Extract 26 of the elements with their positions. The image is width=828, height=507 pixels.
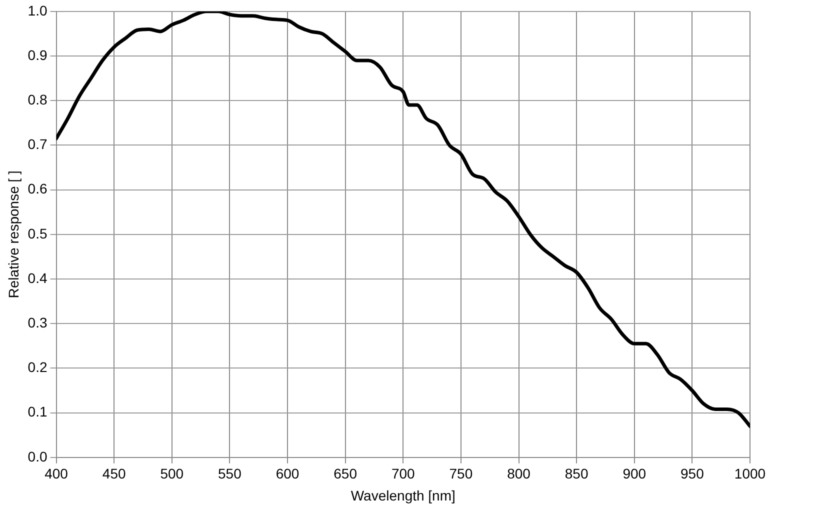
y-tick-label: 1.0	[28, 2, 48, 18]
y-tick-label: 0.9	[28, 46, 48, 63]
x-tick-label: 750	[449, 466, 473, 482]
y-tick-label: 0.6	[28, 180, 48, 197]
y-axis-title: Relative response [ ]	[5, 170, 22, 298]
y-tick-label: 0.0	[28, 448, 48, 464]
x-tick-label: 650	[334, 466, 358, 482]
x-tick-label: 450	[102, 466, 126, 482]
y-tick-label: 0.4	[28, 270, 48, 286]
x-tick-label: 1000	[734, 466, 766, 482]
y-tick-label: 0.1	[28, 404, 48, 420]
x-tick-label: 700	[391, 466, 416, 482]
y-tick-label: 0.8	[28, 91, 48, 108]
y-tick-label: 0.2	[28, 359, 48, 376]
x-tick-label: 400	[44, 466, 68, 482]
x-tick-label: 500	[160, 466, 184, 482]
x-axis-title: Wavelength [nm]	[350, 487, 456, 504]
x-tick-label: 550	[218, 466, 242, 482]
x-tick-label: 600	[276, 466, 300, 482]
x-tick-label: 950	[680, 466, 704, 482]
x-tick-label: 850	[564, 466, 588, 482]
x-tick-label: 900	[622, 466, 646, 482]
x-tick-label: 800	[507, 466, 531, 482]
y-tick-label: 0.7	[28, 136, 48, 152]
y-tick-label: 0.5	[28, 225, 48, 242]
y-tick-label: 0.3	[28, 314, 48, 330]
